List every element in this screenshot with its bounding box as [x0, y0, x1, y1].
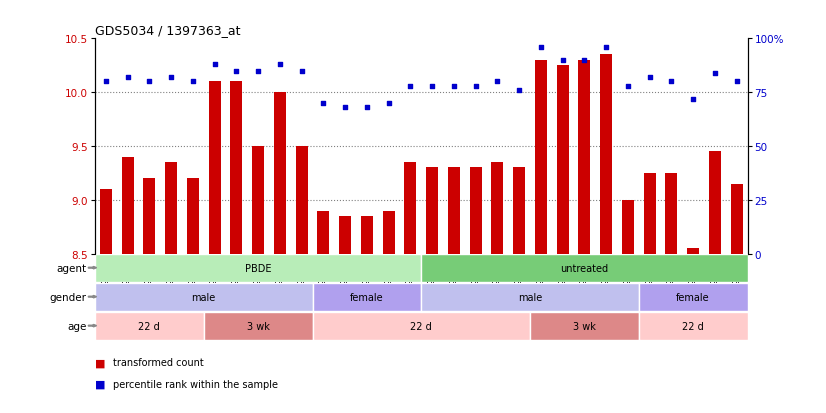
Point — [730, 79, 743, 85]
Point — [600, 45, 613, 51]
Bar — [448, 168, 460, 254]
Text: 22 d: 22 d — [411, 321, 432, 331]
Bar — [638, 283, 748, 311]
Point — [512, 88, 525, 94]
Text: female: female — [676, 292, 710, 302]
Point — [404, 83, 417, 90]
Point — [621, 83, 634, 90]
Bar — [557, 66, 568, 254]
Bar — [382, 211, 395, 254]
Text: transformed count: transformed count — [113, 358, 204, 368]
Bar — [312, 312, 530, 340]
Bar — [274, 93, 286, 254]
Point — [665, 79, 678, 85]
Point — [534, 45, 548, 51]
Point — [339, 104, 352, 111]
Bar — [643, 173, 656, 254]
Point — [491, 79, 504, 85]
Text: ■: ■ — [95, 379, 106, 389]
Bar — [339, 216, 351, 254]
Point — [317, 100, 330, 107]
Bar — [421, 283, 638, 311]
Text: 22 d: 22 d — [682, 321, 704, 331]
Point — [230, 68, 243, 75]
Bar — [361, 216, 373, 254]
Text: GDS5034 / 1397363_at: GDS5034 / 1397363_at — [95, 24, 240, 37]
Bar — [312, 283, 421, 311]
Point — [469, 83, 482, 90]
Bar — [638, 312, 748, 340]
Point — [121, 75, 135, 81]
Bar — [95, 254, 421, 282]
Bar — [622, 200, 634, 254]
Bar — [426, 168, 438, 254]
Bar — [491, 163, 503, 254]
Point — [273, 62, 287, 68]
Point — [556, 57, 569, 64]
Text: ■: ■ — [95, 358, 106, 368]
Bar — [95, 312, 204, 340]
Text: male: male — [192, 292, 216, 302]
Text: percentile rank within the sample: percentile rank within the sample — [113, 379, 278, 389]
Bar — [100, 190, 112, 254]
Bar — [209, 82, 221, 254]
Point — [425, 83, 439, 90]
Bar — [317, 211, 330, 254]
Point — [99, 79, 112, 85]
Bar — [252, 147, 264, 254]
Bar — [535, 61, 547, 254]
Bar — [95, 283, 312, 311]
Text: PBDE: PBDE — [244, 263, 272, 273]
Bar — [421, 254, 748, 282]
Point — [164, 75, 178, 81]
Point — [686, 96, 700, 103]
Bar — [470, 168, 482, 254]
Text: age: age — [68, 321, 87, 331]
Bar — [709, 152, 721, 254]
Bar — [121, 157, 134, 254]
Text: male: male — [518, 292, 542, 302]
Bar — [578, 61, 591, 254]
Point — [208, 62, 221, 68]
Bar — [230, 82, 242, 254]
Bar — [731, 184, 743, 254]
Text: untreated: untreated — [560, 263, 609, 273]
Point — [578, 57, 591, 64]
Point — [709, 70, 722, 77]
Point — [360, 104, 373, 111]
Bar — [601, 55, 612, 254]
Point — [251, 68, 264, 75]
Text: 22 d: 22 d — [139, 321, 160, 331]
Point — [295, 68, 308, 75]
Point — [382, 100, 395, 107]
Bar — [144, 179, 155, 254]
Text: 3 wk: 3 wk — [573, 321, 596, 331]
Text: gender: gender — [50, 292, 87, 302]
Bar — [687, 249, 699, 254]
Bar — [165, 163, 177, 254]
Bar — [513, 168, 525, 254]
Bar — [666, 173, 677, 254]
Bar — [187, 179, 199, 254]
Point — [186, 79, 200, 85]
Text: 3 wk: 3 wk — [247, 321, 269, 331]
Point — [143, 79, 156, 85]
Bar — [204, 312, 312, 340]
Point — [643, 75, 657, 81]
Point — [448, 83, 461, 90]
Bar — [296, 147, 307, 254]
Bar — [405, 163, 416, 254]
Text: female: female — [350, 292, 384, 302]
Bar — [530, 312, 638, 340]
Text: agent: agent — [57, 263, 87, 273]
